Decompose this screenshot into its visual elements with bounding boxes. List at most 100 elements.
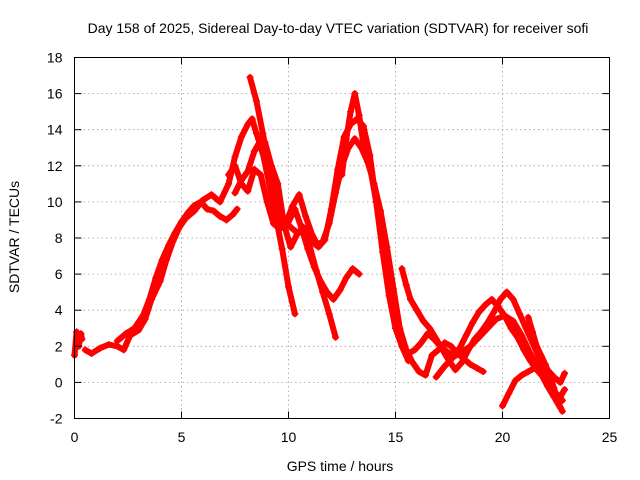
data-point	[411, 346, 419, 354]
data-point	[302, 212, 310, 220]
data-point	[314, 243, 322, 251]
data-point	[509, 295, 517, 303]
series-track-3	[113, 198, 241, 345]
x-tick-label: 20	[495, 429, 511, 445]
data-point	[229, 211, 237, 219]
y-tick-label: -2	[50, 411, 63, 427]
data-point	[550, 384, 558, 392]
data-point	[417, 339, 425, 347]
data-point	[295, 191, 303, 199]
data-point	[78, 335, 86, 343]
data-point	[291, 310, 299, 318]
axis-ticks: 0 5 10 15 20 25 -2 0 2 4 6 8 10 12 14 16 18	[47, 50, 618, 446]
data-point	[561, 369, 569, 377]
data-point	[351, 90, 359, 98]
chart-title: Day 158 of 2025, Sidereal Day-to-day VTE…	[88, 20, 589, 36]
data-point	[518, 371, 526, 379]
series-track-10	[432, 312, 564, 412]
y-tick-label: 0	[55, 374, 63, 390]
data-point	[516, 310, 524, 318]
data-point	[526, 350, 534, 358]
data-point	[496, 295, 504, 303]
data-point	[77, 330, 85, 338]
data-point	[372, 198, 380, 206]
data-point	[481, 301, 489, 309]
data-point	[222, 216, 230, 224]
data-point	[299, 223, 307, 231]
data-point	[537, 351, 545, 359]
data-point	[511, 377, 519, 385]
data-point	[466, 360, 474, 368]
data-point	[447, 342, 455, 350]
y-tick-label: 6	[55, 266, 63, 282]
y-tick-label: 12	[47, 158, 63, 174]
data-point	[554, 398, 562, 406]
data-point	[285, 283, 292, 291]
data-point	[267, 162, 275, 170]
series-track-8	[338, 90, 412, 365]
y-tick-label: 10	[47, 194, 63, 210]
data-point	[105, 340, 113, 348]
data-point	[458, 359, 466, 367]
data-point	[505, 389, 513, 397]
data-point	[244, 120, 252, 128]
data-point	[81, 346, 89, 354]
data-point	[342, 274, 350, 282]
data-point	[332, 333, 340, 341]
x-tick-label: 0	[71, 429, 79, 445]
data-point	[287, 243, 295, 251]
data-point	[244, 167, 252, 175]
data-point	[270, 220, 278, 228]
data-point	[385, 277, 393, 285]
data-point	[293, 230, 301, 238]
data-point	[426, 324, 434, 332]
data-point	[366, 162, 374, 170]
series-track-5	[225, 115, 566, 404]
data-point	[355, 270, 363, 278]
data-point	[543, 382, 551, 390]
data-point	[216, 212, 224, 220]
y-tick-label: 14	[47, 122, 63, 138]
data-point	[248, 115, 256, 123]
data-point	[466, 342, 474, 350]
series-track-12	[524, 313, 566, 415]
y-tick-label: 2	[55, 338, 63, 354]
data-point	[257, 171, 265, 179]
x-tick-label: 15	[388, 429, 404, 445]
data-point	[280, 221, 288, 229]
data-point	[428, 351, 436, 359]
data-point	[171, 229, 179, 237]
data-point	[421, 371, 429, 379]
series-trace	[433, 312, 564, 411]
data-point	[541, 360, 549, 368]
data-point	[231, 162, 239, 170]
data-point	[449, 353, 457, 361]
data-point	[259, 129, 267, 137]
data-point	[359, 140, 367, 148]
data-point	[291, 205, 299, 213]
data-point	[130, 324, 138, 332]
data-point	[355, 111, 363, 119]
data-point	[152, 274, 160, 282]
x-tick-label: 25	[602, 429, 618, 445]
data-point	[120, 346, 128, 354]
data-point	[419, 317, 427, 325]
data-point	[145, 295, 153, 303]
x-tick-label: 5	[178, 429, 186, 445]
data-point	[392, 315, 399, 323]
data-point	[413, 306, 421, 314]
data-point	[451, 366, 459, 374]
data-point	[479, 368, 487, 376]
data-point	[237, 133, 245, 141]
data-point	[321, 236, 329, 244]
data-point	[469, 319, 477, 327]
data-point	[518, 331, 526, 339]
y-axis-label: SDTVAR / TECUs	[6, 181, 22, 293]
data-point	[244, 187, 252, 195]
data-point	[225, 171, 233, 179]
data-point	[184, 209, 192, 217]
data-point	[88, 350, 96, 358]
data-point	[336, 286, 344, 294]
data-point	[402, 281, 410, 289]
y-tick-label: 4	[55, 302, 63, 318]
